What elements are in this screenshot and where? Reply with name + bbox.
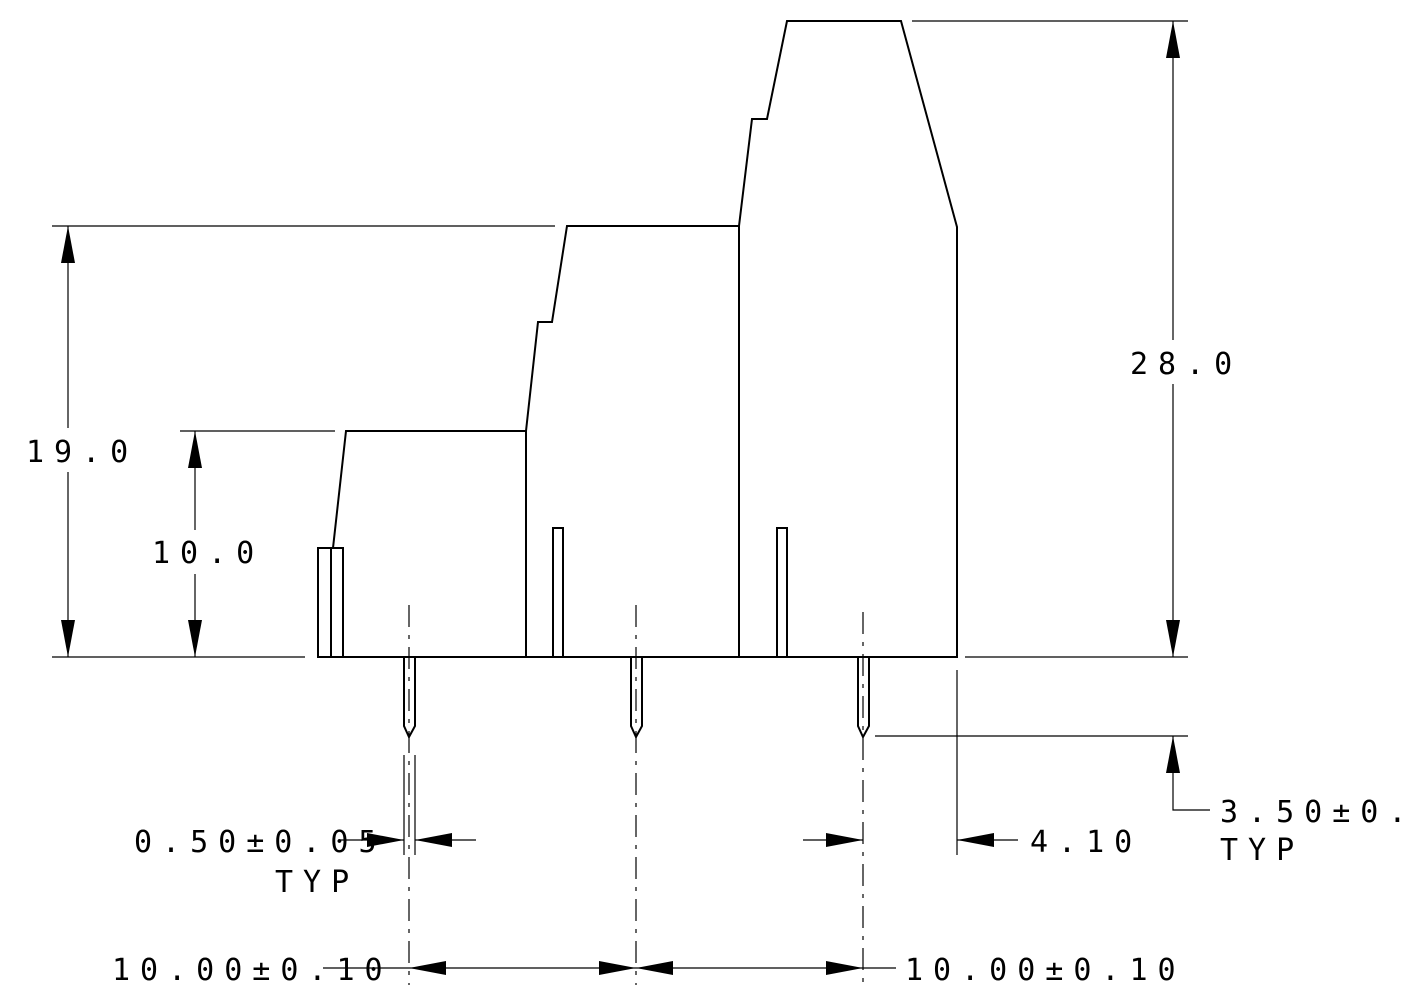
pin-3 [857,657,870,740]
dim-pin-dia: 0.50±0.05 TYP [134,825,476,900]
dim-pin-dia-note: TYP [275,865,359,900]
dim-pitch-right-label: 10.00±0.10 [905,953,1186,988]
slot-1 [552,527,564,658]
dim-28-label: 28.0 [1130,347,1242,382]
dim-19: 19.0 [22,226,138,657]
centerlines [408,605,864,985]
dim-pin-dia-label: 0.50±0.05 [134,825,387,860]
dim-28: 28.0 [1125,21,1242,657]
dim-pitch: 10.00±0.10 10.00±0.10 [112,953,1186,988]
slot-2 [776,527,788,658]
extension-lines [52,20,1188,855]
dim-pitch-left-label: 10.00±0.10 [112,953,393,988]
dim-pin-len-note: TYP [1220,833,1304,868]
part-outline [317,20,958,658]
dim-edge-offset-label: 4.10 [1030,825,1142,860]
dim-10: 10.0 [150,431,264,657]
housing-profile [317,20,958,658]
dim-10-label: 10.0 [152,536,264,571]
dim-19-label: 19.0 [26,435,138,470]
dim-edge-offset: 4.10 [803,825,1142,860]
dim-pin-len: 3.50±0.30 TYP [1166,736,1417,868]
dim-pin-len-label: 3.50±0.30 [1220,795,1417,830]
